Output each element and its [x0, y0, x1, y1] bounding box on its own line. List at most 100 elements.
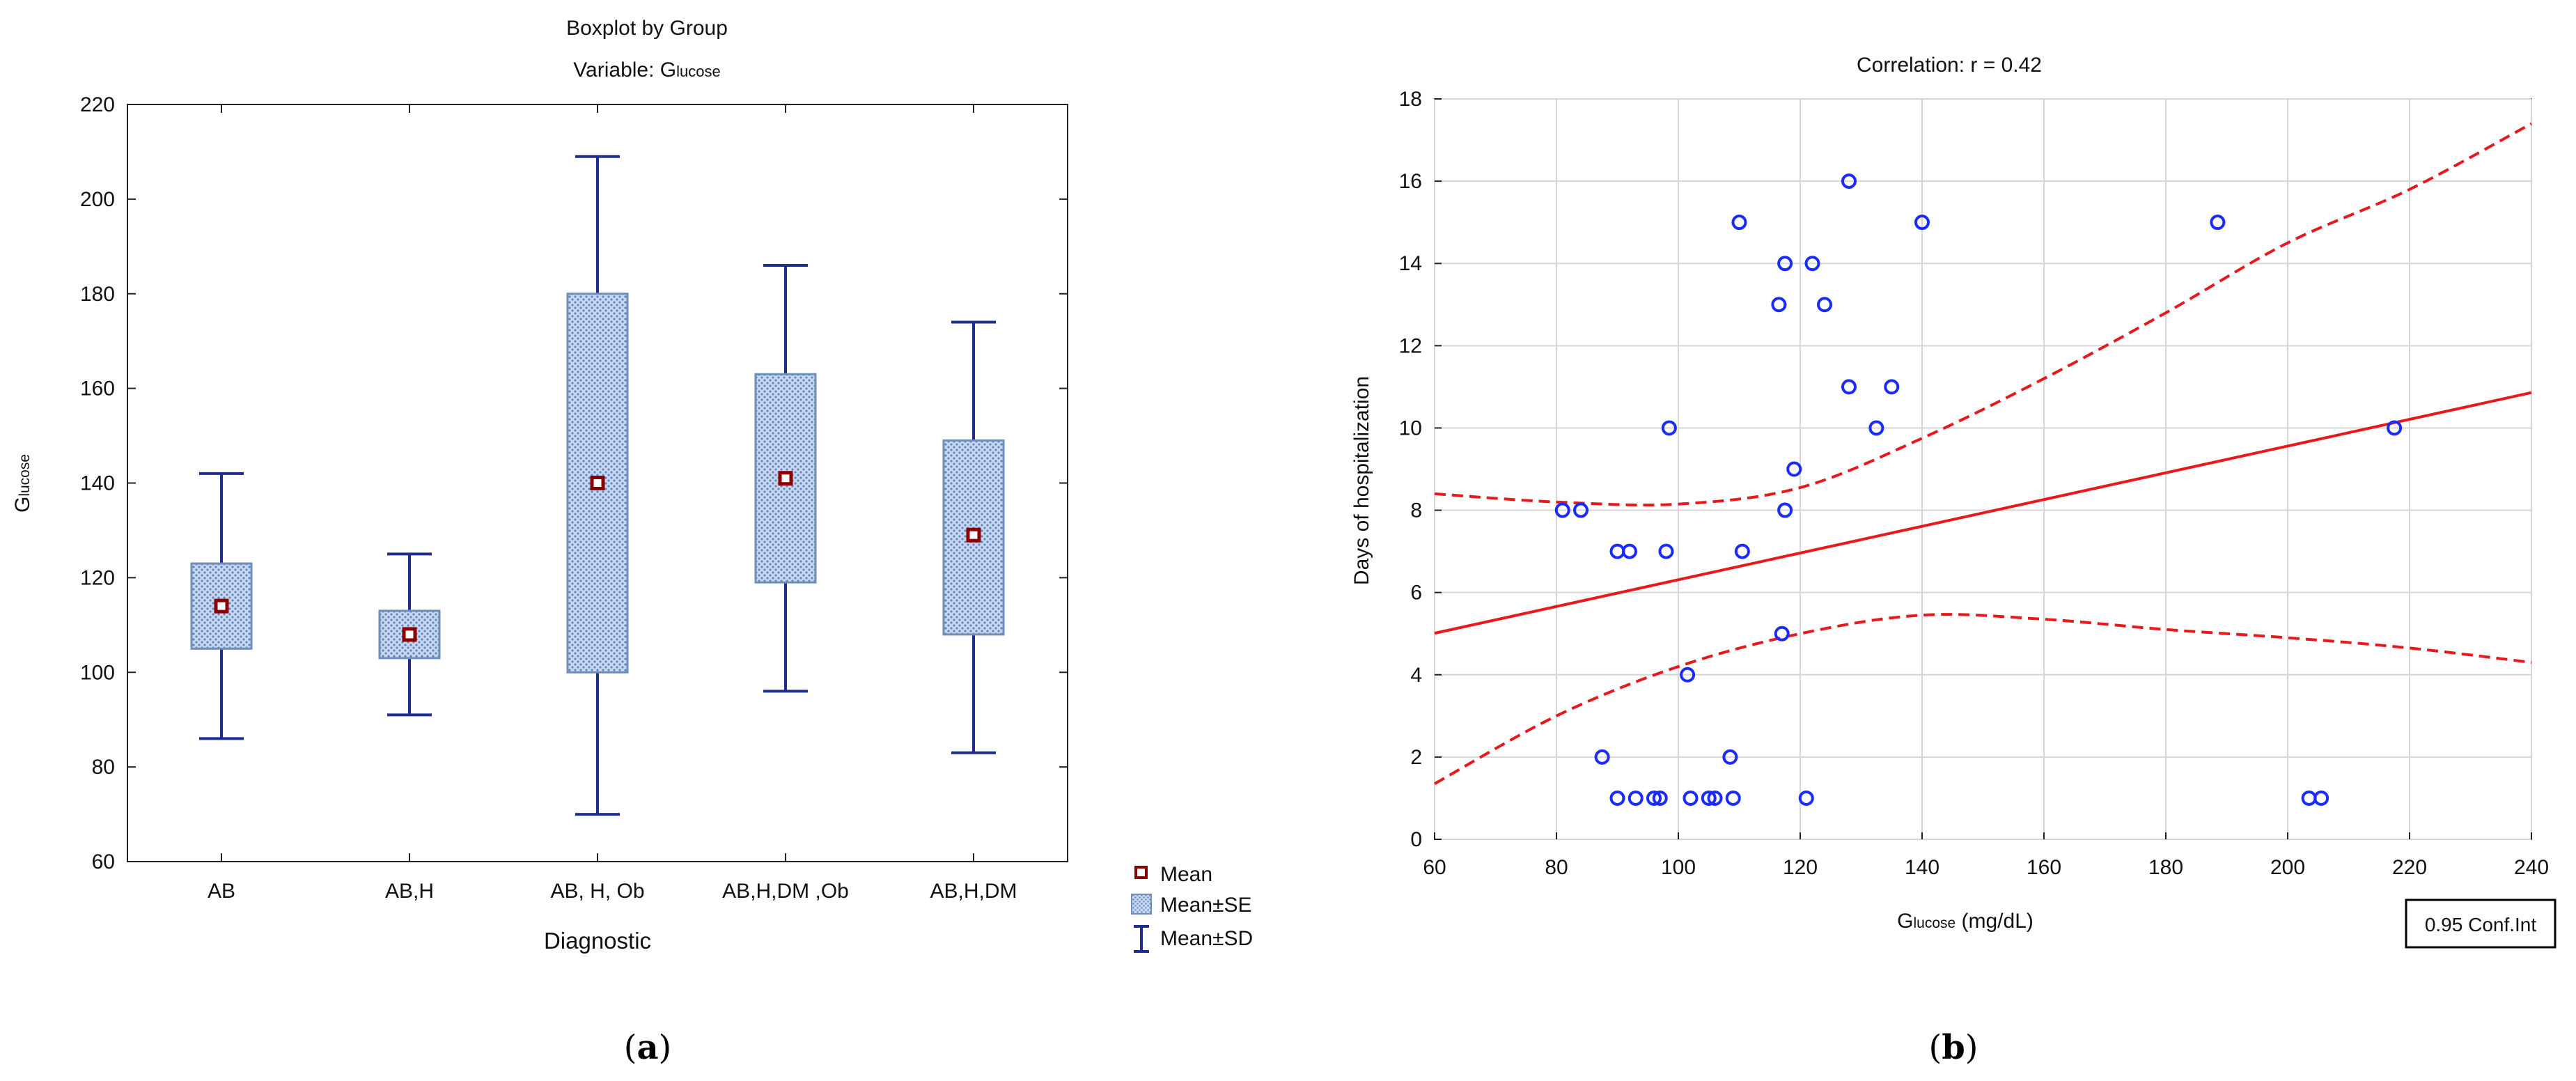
x-tick-label: 160 — [2027, 856, 2061, 879]
y-tick-label: 140 — [80, 472, 115, 495]
y-tick-label: 14 — [1399, 252, 1422, 275]
data-point — [1771, 297, 1787, 313]
group-1 — [190, 472, 253, 740]
boxplot-boxes — [190, 155, 1005, 816]
scatter-y-label: Days of hospitalization — [1350, 376, 1373, 585]
boxplot-subtitle: Variable: Glucose — [573, 59, 720, 81]
x-tick-label: 120 — [1783, 856, 1818, 879]
data-point — [2210, 215, 2226, 231]
data-point — [1707, 790, 1723, 806]
data-point — [1627, 790, 1644, 806]
caption-b: (b) — [1928, 1028, 1978, 1067]
y-tick-label: 60 — [92, 850, 115, 873]
scatter-x-label: Glucose (mg/dL) — [1897, 910, 2034, 933]
data-point — [1622, 543, 1637, 559]
data-point — [1722, 749, 1738, 765]
data-point — [1841, 379, 1857, 395]
y-tick-label: 16 — [1399, 170, 1422, 193]
x-tick-label: AB,H — [385, 880, 434, 903]
y-tick-label: 160 — [80, 378, 115, 400]
data-point — [1683, 790, 1699, 806]
x-tick-label: AB — [208, 880, 235, 903]
data-point — [1884, 379, 1900, 395]
x-tick-label: AB,H,DM ,Ob — [722, 880, 849, 903]
boxplot-x-axis: AB AB,H AB, H, Ob AB,H,DM ,Ob AB,H,DM — [208, 104, 1017, 903]
y-tick-label: 10 — [1399, 417, 1422, 440]
scatter-points — [1554, 173, 2403, 806]
x-tick-label: 200 — [2270, 856, 2305, 879]
data-point — [1777, 256, 1793, 272]
mean-marker — [778, 471, 793, 486]
scatter-plot-area — [1434, 98, 2532, 840]
x-tick-label: 100 — [1661, 856, 1696, 879]
regression-line — [1434, 391, 2532, 635]
scatter-x-axis: 60 80 100 120 140 160 180 200 220 240 — [1423, 832, 2549, 879]
ci-lower-curve — [1434, 613, 2532, 786]
data-point — [1804, 256, 1820, 272]
legend-sd-marker — [1134, 925, 1149, 953]
data-point — [1786, 461, 1802, 477]
conf-int-legend-label: 0.95 Conf.Int — [2425, 914, 2537, 935]
group-3 — [566, 155, 629, 816]
data-point — [1725, 790, 1741, 806]
x-tick-label: AB,H,DM — [930, 880, 1017, 903]
y-tick-label: 4 — [1410, 664, 1422, 687]
boxplot-title: Boxplot by Group — [566, 17, 728, 40]
y-tick-label: 12 — [1399, 334, 1422, 357]
y-tick-label: 80 — [92, 756, 115, 779]
boxplot-panel: Boxplot by Group Variable: Glucose 60 80 1… — [11, 17, 1253, 954]
data-point — [1680, 667, 1696, 683]
data-point — [2387, 420, 2403, 436]
x-tick-label: AB, H, Ob — [550, 880, 644, 903]
boxplot-y-label: Glucose — [11, 454, 34, 513]
data-point — [1594, 749, 1610, 765]
x-tick-label: 140 — [1905, 856, 1939, 879]
data-point — [1841, 173, 1857, 189]
legend-se-label: Mean±SE — [1160, 894, 1252, 917]
boxplot-y-axis: 60 80 100 120 140 160 180 200 220 — [80, 93, 1068, 873]
data-point — [1554, 502, 1570, 518]
data-point — [1652, 790, 1668, 806]
data-point — [1774, 625, 1790, 641]
y-tick-label: 200 — [80, 188, 115, 211]
mean-marker — [402, 627, 417, 642]
y-tick-label: 100 — [80, 661, 115, 684]
scatter-y-axis: 0 2 4 6 8 10 12 14 16 18 — [1399, 88, 1442, 851]
x-tick-label: 240 — [2514, 856, 2549, 879]
y-tick-label: 220 — [80, 93, 115, 116]
y-tick-label: 8 — [1410, 499, 1422, 522]
data-point — [1701, 790, 1717, 806]
data-point — [1798, 790, 1814, 806]
ci-upper-curve — [1434, 122, 2532, 507]
boxplot-legend: Mean Mean±SE Mean±SD — [1131, 863, 1253, 953]
legend-se-marker — [1131, 894, 1152, 915]
legend-sd-label: Mean±SD — [1160, 927, 1253, 950]
scatter-title: Correlation: r = 0.42 — [1857, 54, 2042, 77]
mean-marker — [590, 476, 605, 490]
caption-a: (a) — [624, 1028, 672, 1067]
y-tick-label: 0 — [1410, 828, 1422, 851]
data-point — [1658, 543, 1674, 559]
data-point — [1609, 790, 1625, 806]
mean-marker — [214, 598, 229, 614]
group-5 — [942, 320, 1005, 754]
data-point — [1914, 215, 1930, 231]
x-tick-label: 80 — [1545, 856, 1568, 879]
data-point — [1734, 543, 1750, 559]
data-point — [1646, 790, 1662, 806]
scatter-fit-lines — [1434, 122, 2532, 786]
y-tick-label: 6 — [1410, 582, 1422, 605]
data-point — [2313, 790, 2329, 806]
group-4 — [754, 263, 817, 693]
data-point — [1817, 297, 1832, 313]
group-2 — [378, 552, 441, 717]
scatter-panel: Correlation: r = 0.42 0 2 4 6 8 10 12 14 16 18 60… — [1350, 54, 2557, 949]
data-point — [1573, 502, 1588, 518]
conf-int-legend-box — [2405, 899, 2557, 949]
mean-marker — [966, 527, 981, 543]
data-point — [1868, 420, 1884, 436]
scatter-legend: 0.95 Conf.Int — [2405, 899, 2557, 949]
data-point — [1777, 502, 1793, 518]
x-tick-label: 60 — [1423, 856, 1446, 879]
